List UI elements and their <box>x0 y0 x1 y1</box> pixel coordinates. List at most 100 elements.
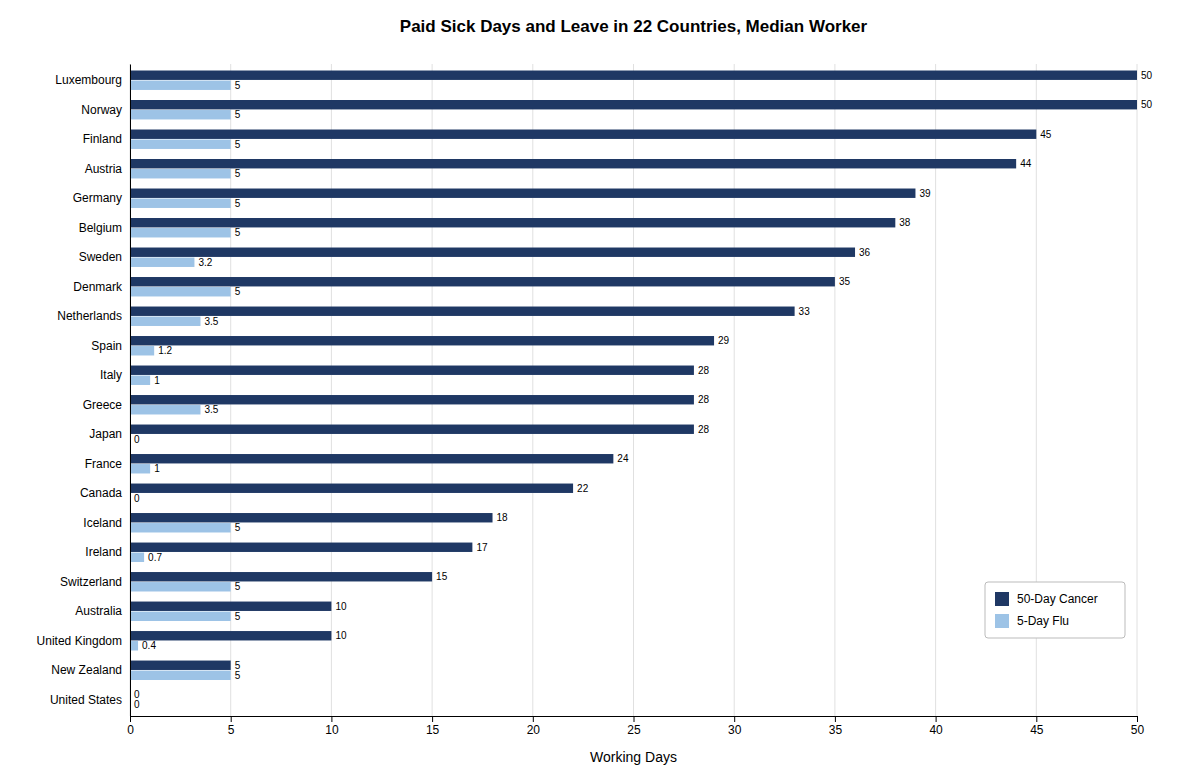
data-label: 5 <box>235 168 241 179</box>
data-label: 50 <box>1141 70 1153 81</box>
tick-label: Italy <box>100 368 122 382</box>
legend-swatch <box>995 614 1009 628</box>
tick-label: Netherlands <box>57 309 122 323</box>
y-tick: Canada <box>80 486 122 500</box>
bar-series <box>130 81 231 680</box>
tick-label: 30 <box>728 723 742 737</box>
tick-label: 0 <box>127 723 134 737</box>
tick-mark <box>936 716 937 722</box>
tick-label: 45 <box>1030 723 1044 737</box>
y-tick: Spain <box>91 339 122 353</box>
bar <box>130 287 231 296</box>
bar <box>130 336 714 345</box>
axis-line <box>130 65 131 717</box>
y-tick: Iceland <box>83 516 122 530</box>
legend-item: 50-Day Cancer <box>995 592 1098 606</box>
bar <box>130 228 231 237</box>
x-tick: 50 <box>1131 716 1145 737</box>
bar <box>130 100 1137 109</box>
data-label: 15 <box>436 571 448 582</box>
data-label: 0.4 <box>142 640 156 651</box>
data-labels: 0510101517182224282828293335363839444550… <box>134 70 1153 711</box>
data-label: 24 <box>617 453 629 464</box>
tick-label: 40 <box>929 723 943 737</box>
data-label: 0 <box>134 493 140 504</box>
plot-area: 05101520253035404550United StatesNew Zea… <box>37 64 1153 737</box>
bar <box>130 425 694 434</box>
legend-frame <box>985 582 1125 638</box>
bar <box>130 159 1016 168</box>
data-label: 5 <box>235 581 241 592</box>
y-tick: New Zealand <box>51 663 122 677</box>
data-label: 1 <box>154 463 160 474</box>
bar <box>130 110 231 119</box>
tick-label: Denmark <box>73 280 123 294</box>
data-label: 0.7 <box>148 552 162 563</box>
bar <box>130 464 150 473</box>
data-label: 44 <box>1020 158 1032 169</box>
legend-item: 5-Day Flu <box>995 614 1069 628</box>
bar <box>130 671 231 680</box>
x-tick: 0 <box>127 716 134 737</box>
bar <box>130 543 472 552</box>
y-tick: Japan <box>89 427 122 441</box>
tick-label: United Kingdom <box>37 634 122 648</box>
data-label: 29 <box>718 335 730 346</box>
tick-label: United States <box>50 693 122 707</box>
grid-line <box>130 64 131 716</box>
data-label: 36 <box>859 247 871 258</box>
data-label: 45 <box>1040 129 1052 140</box>
data-label: 5 <box>235 198 241 209</box>
tick-mark <box>835 716 836 722</box>
bar <box>130 405 200 414</box>
tick-label: Luxembourg <box>55 73 122 87</box>
y-tick: Italy <box>100 368 122 382</box>
bar <box>130 523 231 532</box>
tick-label: Germany <box>73 191 122 205</box>
bar <box>130 277 835 286</box>
y-axis: United States New Zealand United Kingdom Au… <box>37 65 131 717</box>
y-tick: Sweden <box>79 250 122 264</box>
data-label: 22 <box>577 483 589 494</box>
bar <box>130 346 154 355</box>
axis-line <box>131 717 1138 723</box>
x-tick: 20 <box>527 716 541 737</box>
bar <box>130 513 493 522</box>
tick-label: Japan <box>89 427 122 441</box>
bar <box>130 582 231 591</box>
grid-line <box>1137 64 1138 716</box>
y-tick: Switzerland <box>60 575 122 589</box>
tick-label: 20 <box>527 723 541 737</box>
bar <box>130 612 231 621</box>
x-tick: 5 <box>228 716 235 737</box>
y-tick: Ireland <box>85 545 122 559</box>
data-label: 3.2 <box>198 257 212 268</box>
bar <box>130 189 915 198</box>
tick-mark <box>533 716 534 722</box>
data-label: 5 <box>235 227 241 238</box>
data-label: 3.5 <box>204 316 218 327</box>
bar <box>130 258 194 267</box>
data-label: 18 <box>497 512 509 523</box>
bars <box>130 71 1137 680</box>
tick-mark <box>331 716 332 722</box>
tick-label: 25 <box>627 723 641 737</box>
bar <box>130 140 231 149</box>
bar <box>130 218 895 227</box>
bar <box>130 307 795 316</box>
x-tick: 45 <box>1030 716 1044 737</box>
y-tick: Finland <box>83 132 122 146</box>
data-label: 50 <box>1141 99 1153 110</box>
tick-label: Australia <box>75 604 122 618</box>
data-label: 38 <box>899 217 911 228</box>
data-label: 5 <box>235 670 241 681</box>
data-label: 39 <box>919 188 931 199</box>
tick-label: 35 <box>829 723 843 737</box>
data-label: 0 <box>134 434 140 445</box>
y-tick: France <box>85 457 123 471</box>
tick-label: Belgium <box>79 221 122 235</box>
grid <box>130 64 1137 716</box>
y-tick: Greece <box>83 398 123 412</box>
bar <box>130 71 1137 80</box>
bar <box>130 631 331 640</box>
